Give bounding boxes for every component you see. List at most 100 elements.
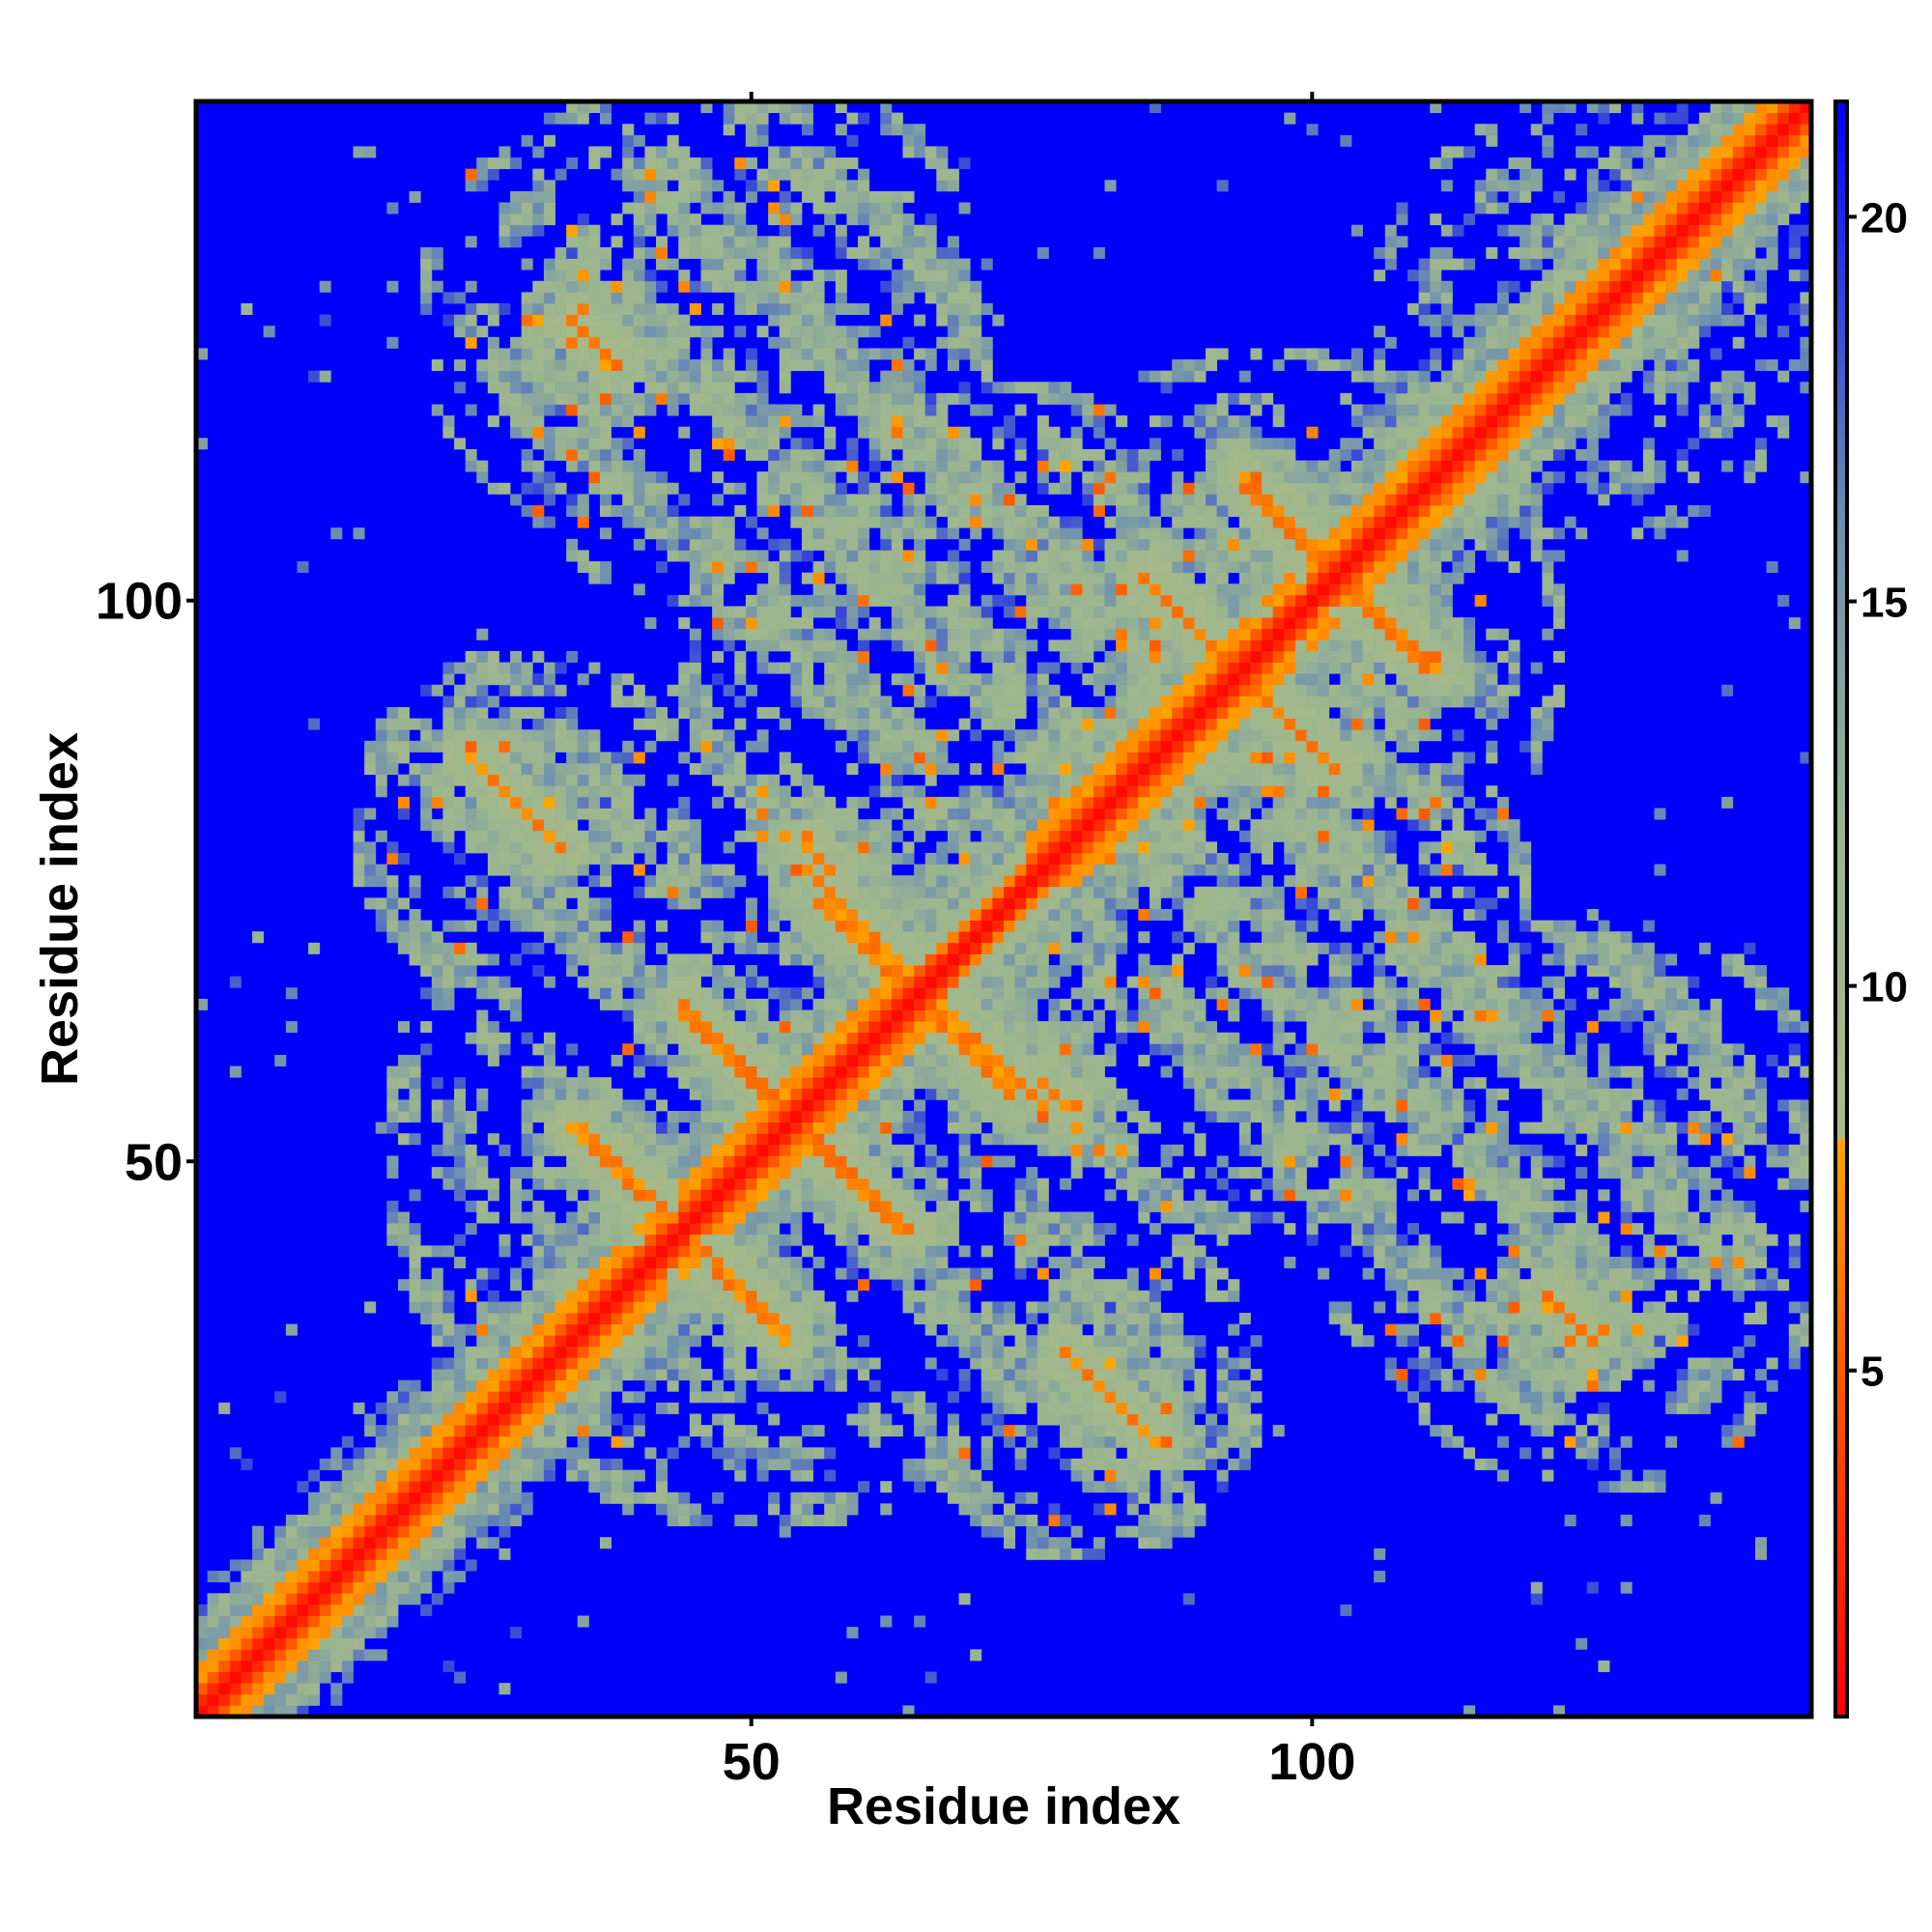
heatmap-cell (712, 392, 724, 405)
heatmap-cell (577, 1111, 589, 1123)
heatmap-cell (521, 448, 533, 461)
heatmap-cell (700, 1234, 713, 1246)
heatmap-cell (914, 1245, 926, 1258)
heatmap-cell (386, 897, 399, 910)
heatmap-cell (656, 1469, 668, 1482)
heatmap-cell (846, 808, 859, 820)
heatmap-cell (667, 1515, 679, 1527)
heatmap-cell (756, 1458, 769, 1470)
heatmap-cell (992, 628, 1005, 640)
heatmap-cell (420, 1290, 433, 1302)
heatmap-cell (723, 740, 735, 753)
heatmap-cell (554, 1313, 567, 1325)
heatmap-cell (902, 628, 915, 640)
heatmap-cell (532, 841, 545, 854)
heatmap-cell (600, 1469, 612, 1482)
heatmap-cell (779, 224, 791, 237)
heatmap-cell (779, 202, 791, 214)
heatmap-cell (577, 1234, 589, 1246)
heatmap-cell (554, 392, 567, 405)
heatmap-cell (936, 1313, 949, 1325)
heatmap-cell (756, 370, 769, 383)
heatmap-cell (858, 326, 870, 338)
heatmap-cell (409, 1537, 421, 1549)
heatmap-cell (487, 348, 499, 360)
heatmap-cell (700, 1369, 713, 1381)
heatmap-cell (577, 505, 589, 518)
heatmap-cell (734, 1077, 747, 1090)
heatmap-cell (689, 527, 701, 540)
heatmap-cell (554, 1435, 567, 1448)
heatmap-cell (947, 1290, 959, 1302)
heatmap-cell (745, 830, 757, 842)
heatmap-cell (802, 796, 814, 809)
heatmap-cell (689, 1503, 701, 1516)
heatmap-cell (1004, 1122, 1016, 1134)
heatmap-cell (532, 875, 545, 888)
heatmap-cell (364, 1615, 377, 1628)
heatmap-cell (543, 740, 555, 753)
heatmap-cell (656, 1481, 668, 1493)
heatmap-cell (846, 976, 859, 988)
heatmap-cell (656, 326, 668, 338)
heatmap-cell (958, 852, 971, 865)
heatmap-cell (924, 460, 937, 472)
heatmap-cell (532, 1346, 545, 1358)
heatmap-cell (712, 1099, 724, 1112)
heatmap-cell (802, 336, 814, 349)
heatmap-cell (1004, 550, 1016, 562)
heatmap-cell (611, 1155, 623, 1168)
heatmap-cell (510, 774, 523, 786)
heatmap-cell (667, 1335, 679, 1348)
heatmap-cell (476, 1178, 489, 1190)
heatmap-cell (835, 1077, 847, 1090)
heatmap-cell (465, 180, 477, 192)
heatmap-cell (510, 494, 523, 506)
heatmap-cell (465, 1503, 477, 1516)
heatmap-cell (768, 594, 781, 607)
heatmap-cell (633, 314, 645, 327)
heatmap-cell (824, 696, 837, 708)
heatmap-cell (891, 830, 903, 842)
heatmap-cell (364, 1571, 377, 1583)
heatmap-cell (431, 1425, 443, 1437)
heatmap-cell (600, 146, 612, 158)
heatmap-cell (577, 303, 589, 316)
heatmap-cell (712, 583, 724, 596)
heatmap-cell (835, 202, 847, 214)
heatmap-cell (824, 650, 837, 663)
heatmap-cell (936, 1021, 949, 1034)
heatmap-cell (375, 1593, 387, 1605)
heatmap-cell (924, 998, 937, 1010)
heatmap-cell (958, 931, 971, 944)
heatmap-cell (868, 1032, 881, 1044)
heatmap-cell (532, 1144, 545, 1156)
heatmap-cell (465, 696, 477, 708)
heatmap-cell (768, 796, 781, 809)
heatmap-cell (723, 998, 735, 1010)
heatmap-cell (667, 1234, 679, 1246)
heatmap-cell (611, 953, 623, 966)
heatmap-cell (958, 1481, 971, 1493)
heatmap-cell (868, 707, 881, 720)
heatmap-cell (712, 594, 724, 607)
heatmap-cell (902, 707, 915, 720)
heatmap-cell (554, 1279, 567, 1292)
heatmap-cell (229, 1559, 242, 1572)
heatmap-cell (958, 1065, 971, 1078)
heatmap-cell (308, 1469, 321, 1482)
heatmap-cell (790, 1503, 803, 1516)
heatmap-cell (667, 1211, 679, 1224)
heatmap-cell (914, 426, 926, 439)
heatmap-cell (779, 628, 791, 640)
heatmap-cell (409, 1279, 421, 1292)
heatmap-cell (768, 774, 781, 786)
heatmap-cell (1004, 538, 1016, 551)
heatmap-cell (1004, 1009, 1016, 1022)
heatmap-cell (611, 1369, 623, 1381)
heatmap-cell (521, 1379, 533, 1392)
heatmap-cell (487, 168, 499, 181)
heatmap-cell (734, 998, 747, 1010)
heatmap-cell (1004, 1032, 1016, 1044)
heatmap-cell (712, 987, 724, 1000)
